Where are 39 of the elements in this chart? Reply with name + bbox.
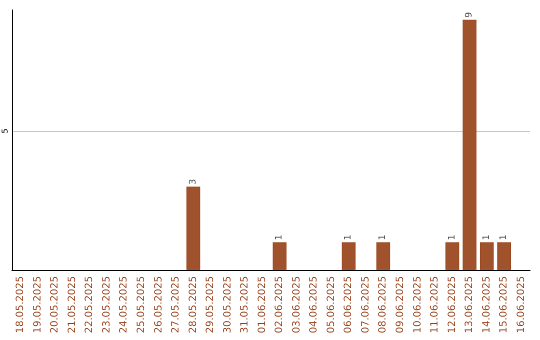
x-tick-label: 19.05.2025 [32, 276, 44, 334]
x-tick-label: 11.06.2025 [430, 276, 441, 334]
x-tick-label: 30.05.2025 [222, 276, 234, 334]
x-tick-label: 31.05.2025 [240, 276, 251, 334]
data-label: 9 [464, 12, 475, 18]
x-tick-label: 07.06.2025 [360, 276, 372, 334]
x-tick-label: 29.05.2025 [205, 276, 216, 334]
x-tick-label: 23.05.2025 [101, 276, 112, 334]
x-tick-label: 03.06.2025 [291, 276, 302, 334]
x-tick-label: 15.06.2025 [498, 276, 510, 334]
x-tick-label: 01.06.2025 [256, 276, 268, 334]
x-tick-label: 08.06.2025 [378, 276, 389, 334]
x-tick-label: 02.06.2025 [274, 276, 286, 334]
data-label: 3 [188, 178, 198, 185]
x-tick-label: 12.06.2025 [446, 276, 458, 334]
x-tick-label: 09.06.2025 [395, 276, 406, 334]
x-tick-label: 05.06.2025 [326, 276, 337, 334]
x-tick-label: 21.05.2025 [66, 276, 78, 334]
data-label: 1 [274, 234, 285, 240]
data-label: 1 [378, 234, 388, 240]
x-tick-label: 04.06.2025 [308, 276, 320, 334]
data-label: 1 [499, 234, 510, 240]
x-tick-label: 14.06.2025 [481, 276, 492, 334]
x-tick-label: 22.05.2025 [84, 276, 96, 334]
data-label: 1 [482, 234, 492, 240]
x-tick-label: 24.05.2025 [118, 276, 130, 334]
x-tick-label: 20.05.2025 [50, 276, 61, 334]
x-tick-label: 13.06.2025 [464, 276, 476, 334]
x-tick-label: 27.05.2025 [170, 276, 182, 334]
x-tick-label: 18.05.2025 [15, 276, 26, 334]
x-tick-label: 06.06.2025 [343, 276, 354, 334]
x-tick-label: 16.06.2025 [516, 276, 527, 334]
x-tick-label: 28.05.2025 [188, 276, 199, 334]
y-tick-label: 5 [0, 128, 10, 134]
data-label: 1 [344, 234, 354, 240]
x-tick-label: 25.05.2025 [136, 276, 147, 334]
data-label: 1 [447, 234, 458, 240]
x-tick-label: 10.06.2025 [412, 276, 424, 334]
x-tick-label: 26.05.2025 [153, 276, 164, 334]
